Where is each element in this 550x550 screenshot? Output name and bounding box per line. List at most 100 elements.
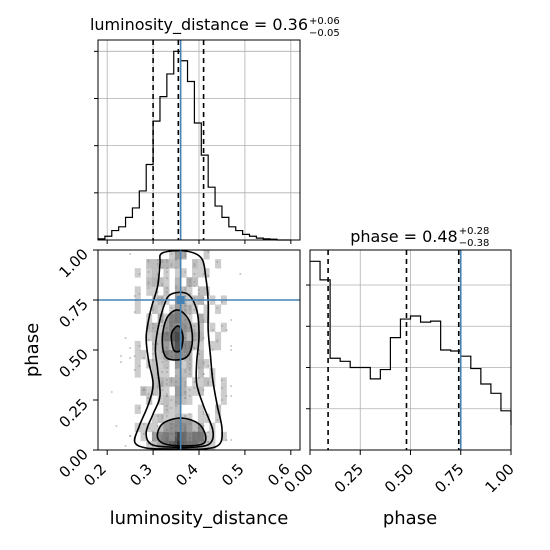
- scatter-point: [193, 297, 196, 299]
- scatter-point: [175, 405, 178, 407]
- scatter-point: [129, 253, 132, 255]
- density-cell: [186, 413, 193, 424]
- scatter-point: [193, 441, 196, 443]
- scatter-point: [156, 259, 159, 261]
- scatter-point: [156, 415, 159, 417]
- density-cell: [163, 286, 170, 296]
- density-cell: [186, 368, 193, 378]
- density-cell: [163, 359, 170, 369]
- scatter-point: [230, 395, 233, 397]
- scatter-point: [188, 327, 191, 329]
- scatter-point: [193, 387, 196, 389]
- scatter-point: [230, 345, 233, 347]
- density-cell: [192, 304, 199, 314]
- scatter-point: [184, 309, 187, 311]
- luminosity-distance-title-minus: −0.05: [309, 28, 340, 39]
- density-cell: [197, 440, 204, 450]
- scatter-point: [170, 263, 173, 265]
- density-cell: [174, 286, 181, 296]
- scatter-point: [156, 385, 159, 387]
- scatter-point: [202, 297, 205, 299]
- scatter-point: [202, 439, 205, 441]
- phase-histogram: [310, 260, 512, 426]
- ph-x-tick-label: 0.50: [381, 460, 417, 496]
- scatter-point: [184, 355, 187, 357]
- joint-y-tick-label: 0.50: [55, 345, 91, 381]
- scatter-point: [170, 399, 173, 401]
- scatter-point: [161, 389, 164, 391]
- phase-title-param: phase: [350, 227, 398, 246]
- scatter-point: [170, 377, 173, 379]
- phase-x-axis-label: phase: [383, 508, 437, 529]
- scatter-point: [184, 427, 187, 429]
- density-cell: [174, 422, 181, 433]
- scatter-point: [129, 435, 132, 437]
- scatter-point: [161, 381, 164, 383]
- scatter-point: [198, 377, 200, 379]
- scatter-point: [188, 423, 191, 425]
- scatter-point: [152, 327, 155, 329]
- scatter-point: [198, 353, 200, 355]
- density-cell: [134, 304, 141, 314]
- scatter-point: [175, 401, 178, 403]
- density-cell: [186, 431, 193, 442]
- scatter-point: [193, 437, 196, 439]
- scatter-point: [175, 337, 178, 339]
- scatter-point: [165, 359, 168, 361]
- density-cell: [157, 413, 164, 424]
- scatter-point: [230, 349, 233, 351]
- scatter-point: [188, 363, 191, 365]
- scatter-point: [175, 385, 178, 387]
- density-cell: [146, 331, 153, 342]
- scatter-point: [161, 259, 164, 261]
- scatter-point: [165, 429, 168, 431]
- phase-title: phase = 0.48: [350, 227, 457, 246]
- density-cell: [151, 286, 158, 296]
- density-cell: [174, 431, 181, 442]
- density-cell: [180, 304, 187, 314]
- density-cell: [186, 422, 193, 433]
- scatter-point: [184, 439, 187, 441]
- scatter-point: [198, 441, 200, 443]
- scatter-point: [175, 319, 178, 321]
- density-cell: [174, 250, 181, 260]
- density-cell: [192, 340, 199, 351]
- density-cell: [203, 313, 210, 324]
- density-cell: [197, 413, 204, 424]
- scatter-point: [165, 415, 168, 417]
- density-cell: [163, 395, 170, 405]
- luminosity-distance-title-plus: +0.06: [309, 16, 340, 27]
- scatter-point: [193, 347, 196, 349]
- scatter-point: [165, 395, 168, 397]
- density-cell: [180, 250, 187, 260]
- density-cell: [146, 386, 153, 396]
- density-cell: [180, 340, 187, 351]
- scatter-point: [161, 437, 164, 439]
- scatter-point: [147, 397, 150, 399]
- scatter-point: [175, 287, 178, 289]
- scatter-point: [198, 289, 200, 291]
- density-cell: [163, 259, 170, 269]
- scatter-point: [170, 427, 173, 429]
- density-cell: [174, 313, 181, 324]
- density-cell: [169, 404, 176, 414]
- scatter-point: [198, 293, 200, 295]
- scatter-point: [198, 433, 200, 435]
- density-cell: [134, 368, 141, 378]
- scatter-point: [216, 307, 219, 309]
- density-cell: [134, 268, 141, 278]
- scatter-point: [184, 435, 187, 437]
- scatter-point: [207, 365, 210, 367]
- density-cell: [157, 340, 164, 351]
- density-cell: [157, 440, 164, 450]
- scatter-point: [152, 309, 155, 311]
- luminosity-distance-phase-panel: 0.2 0.3 0.4 0.5 0.60.000.250.500.751.00 lumi…: [22, 245, 301, 529]
- scatter-point: [133, 355, 136, 357]
- scatter-point: [170, 307, 173, 309]
- scatter-point: [175, 267, 178, 269]
- density-cell: [174, 359, 181, 369]
- scatter-point: [202, 337, 205, 339]
- scatter-point: [193, 265, 196, 267]
- scatter-point: [175, 285, 178, 287]
- ph-x-tick-label: 0.75: [431, 460, 467, 496]
